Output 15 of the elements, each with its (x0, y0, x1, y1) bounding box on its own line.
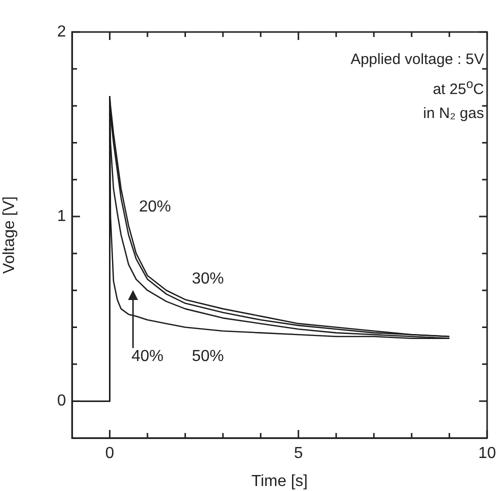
series-label: 40% (131, 348, 164, 366)
series-label: 50% (192, 348, 224, 366)
y-tick-label: 2 (57, 23, 66, 40)
annotation: Applied voltage : 5V (350, 50, 484, 70)
x-tick-label: 5 (294, 445, 303, 462)
y-tick-label: 0 (57, 392, 66, 410)
x-tick-label: 10 (478, 445, 496, 462)
x-axis-title: Time [s] (251, 472, 308, 490)
annotation: at 25$^{o}$C (432, 76, 484, 100)
y-tick-label: 1 (57, 208, 66, 225)
y-axis-title: Voltage [V] (1, 196, 18, 274)
series-label: 20% (139, 198, 172, 216)
annotation: in N₂ gas (422, 104, 484, 124)
x-tick-label: 0 (105, 445, 114, 462)
series-label: 30% (192, 270, 224, 288)
